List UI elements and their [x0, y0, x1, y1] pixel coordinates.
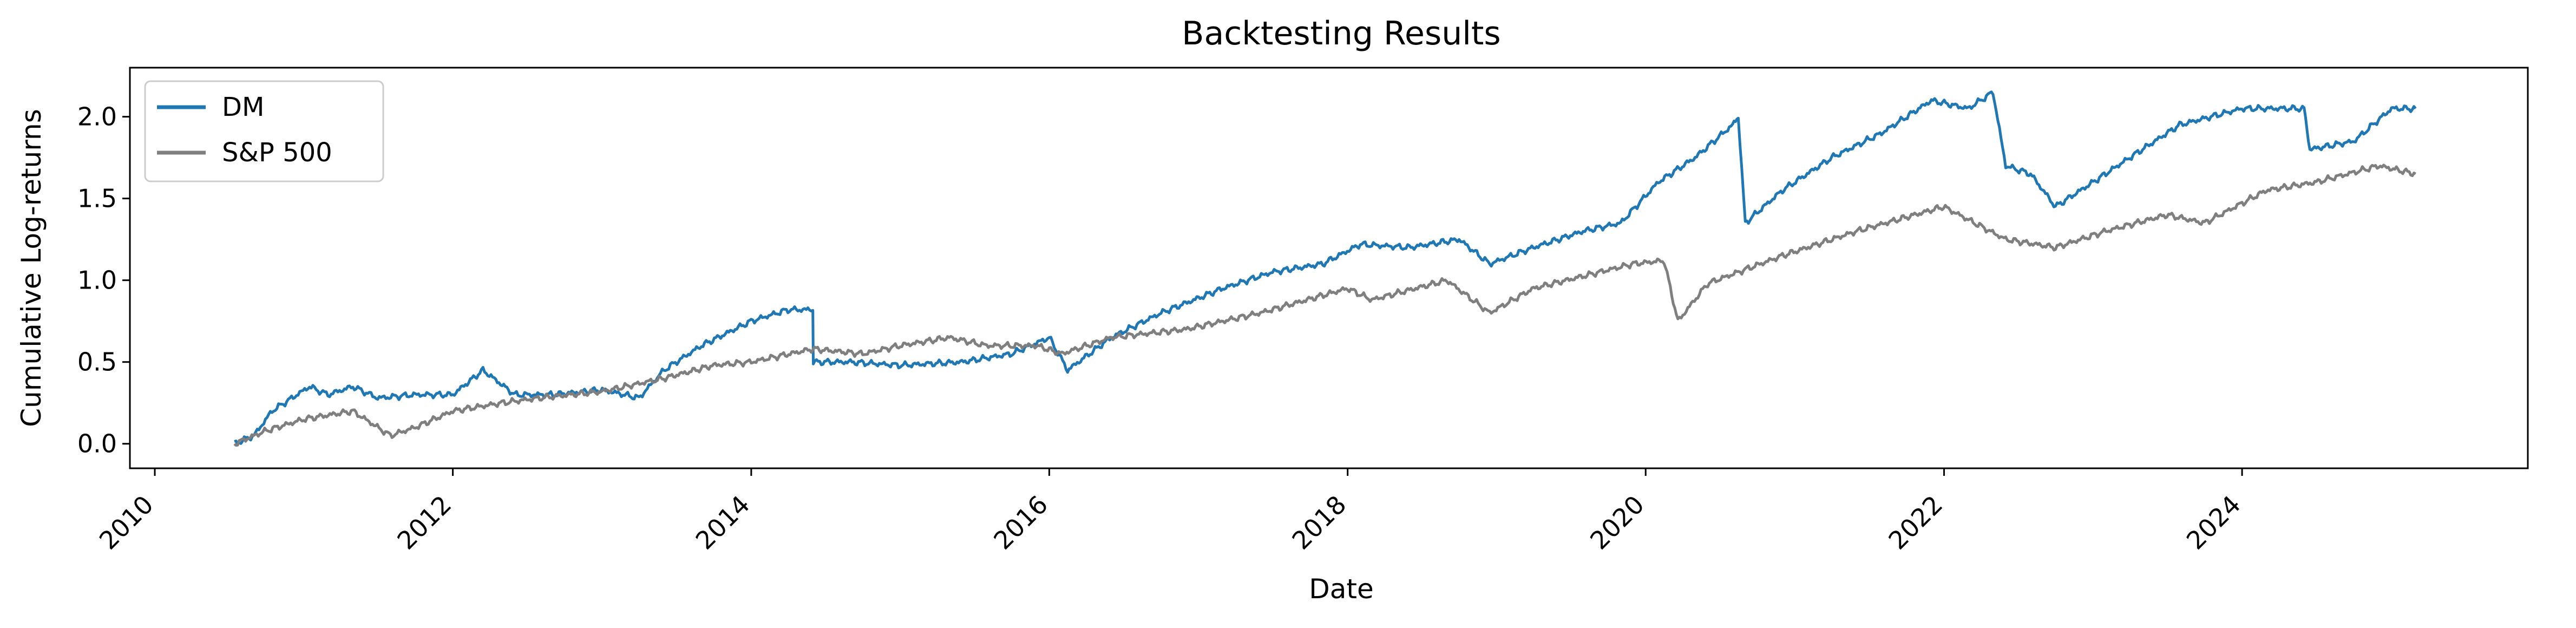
series-layer	[233, 90, 2417, 447]
y-axis: 0.0 0.5 1.0 1.5 2.0	[77, 102, 130, 459]
y-tick-label: 0.5	[77, 348, 117, 377]
x-tick-label: 2014	[690, 490, 756, 555]
x-tick-label: 2022	[1883, 490, 1948, 555]
x-tick-label: 2024	[2181, 490, 2246, 555]
x-tick-label: 2012	[391, 490, 457, 555]
series-line-sp500	[233, 163, 2416, 447]
x-tick-label: 2010	[94, 490, 159, 555]
y-tick-label: 2.0	[77, 102, 117, 132]
y-tick-label: 0.0	[77, 429, 117, 459]
chart-title: Backtesting Results	[1182, 15, 1500, 53]
plot-frame	[129, 67, 2529, 469]
series-line-dm	[234, 90, 2417, 446]
legend: DM S&P 500	[144, 80, 384, 182]
x-axis-label: Date	[1309, 573, 1374, 605]
x-axis: 2010 2012 2014 2016 2018 2020 2022 2024	[94, 468, 2246, 555]
x-tick-label: 2018	[1286, 490, 1352, 555]
x-tick-label: 2020	[1584, 490, 1650, 555]
legend-label-dm: DM	[222, 92, 264, 122]
y-tick-label: 1.5	[77, 184, 117, 213]
y-axis-label: Cumulative Log-returns	[16, 109, 47, 427]
x-tick-label: 2016	[988, 490, 1053, 555]
y-tick-label: 1.0	[77, 266, 117, 295]
legend-label-sp500: S&P 500	[222, 138, 332, 168]
